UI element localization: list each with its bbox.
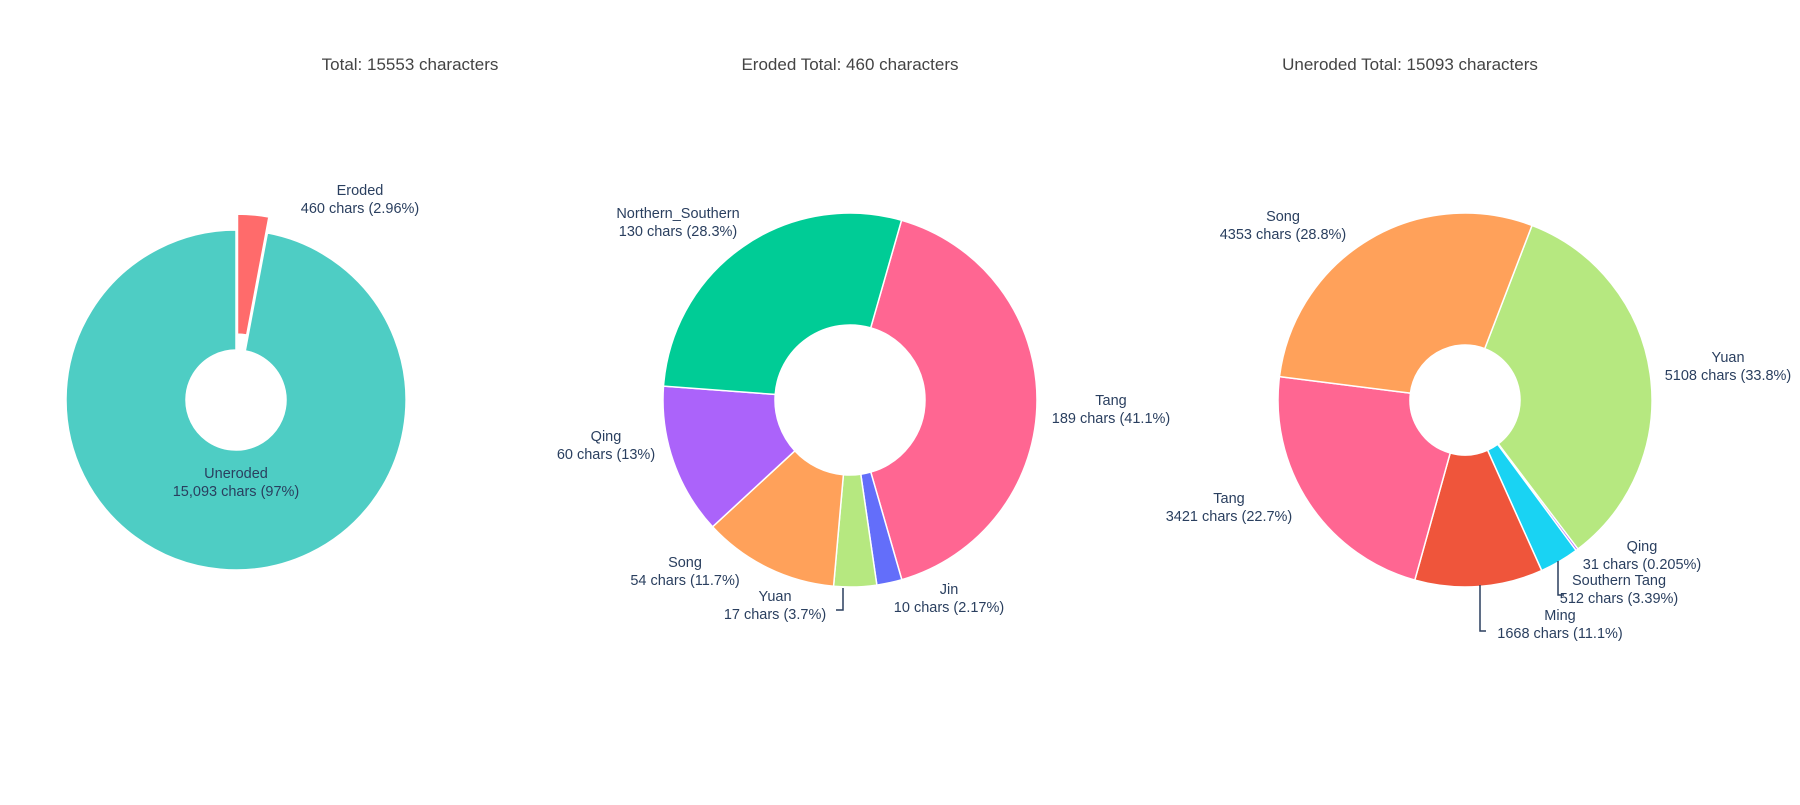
label-leader-line bbox=[836, 588, 844, 611]
pie-eroded: Eroded Total: 460 characters Tang 189 char… bbox=[557, 55, 1170, 623]
slice-label-jin: Jin bbox=[940, 582, 959, 598]
slice-value-song: 54 chars (11.7%) bbox=[630, 573, 739, 589]
slice-value-yuan: 5108 chars (33.8%) bbox=[1665, 368, 1792, 384]
label-leader-line bbox=[1557, 561, 1564, 596]
pie-slice-song[interactable] bbox=[1278, 212, 1533, 394]
pie-slice-ming[interactable] bbox=[1413, 449, 1543, 588]
slice-value-tang: 3421 chars (22.7%) bbox=[1166, 509, 1293, 525]
slice-label-uneroded: Uneroded bbox=[204, 466, 268, 482]
label-leader-line bbox=[1479, 585, 1486, 632]
slice-label-song: Song bbox=[1266, 209, 1300, 225]
pie-slice-tang[interactable] bbox=[869, 219, 1038, 581]
pie-total: Total: 15553 characters Eroded 460 chars (… bbox=[65, 55, 499, 571]
chart-title: Uneroded Total: 15093 characters bbox=[1282, 55, 1538, 74]
slice-label-yuan: Yuan bbox=[1711, 350, 1744, 366]
slice-label-yuan: Yuan bbox=[758, 589, 791, 605]
chart-title: Total: 15553 characters bbox=[322, 55, 499, 74]
pie-slice-song[interactable] bbox=[711, 449, 845, 588]
slice-label-song: Song bbox=[668, 555, 702, 571]
pie-slice-uneroded[interactable] bbox=[65, 229, 407, 571]
pie-slice-yuan[interactable] bbox=[1483, 224, 1653, 551]
pie-slice-northern-southern[interactable] bbox=[662, 212, 903, 396]
pie-slice-tang[interactable] bbox=[1277, 375, 1452, 582]
slice-value-ming: 1668 chars (11.1%) bbox=[1497, 626, 1622, 642]
slice-label-qing: Qing bbox=[591, 429, 622, 445]
slice-value-qing: 31 chars (0.205%) bbox=[1583, 557, 1701, 573]
slice-value-eroded: 460 chars (2.96%) bbox=[301, 201, 419, 217]
slice-label-ming: Ming bbox=[1544, 608, 1575, 624]
slice-label-tang: Tang bbox=[1213, 491, 1244, 507]
pie-uneroded: Uneroded Total: 15093 characters Yuan 5108… bbox=[1166, 55, 1792, 642]
slice-value-southern-tang: 512 chars (3.39%) bbox=[1560, 591, 1678, 607]
slice-value-jin: 10 chars (2.17%) bbox=[894, 600, 1004, 616]
slice-label-eroded: Eroded bbox=[337, 183, 384, 199]
pie-slice-eroded[interactable] bbox=[236, 213, 270, 336]
slice-value-northern-southern: 130 chars (28.3%) bbox=[619, 224, 737, 240]
slice-label-southern-tang: Southern Tang bbox=[1572, 573, 1666, 589]
chart-title: Eroded Total: 460 characters bbox=[741, 55, 958, 74]
slice-label-qing: Qing bbox=[1627, 539, 1658, 555]
slice-value-yuan: 17 chars (3.7%) bbox=[724, 607, 826, 623]
slice-label-northern-southern: Northern_Southern bbox=[616, 206, 739, 222]
slice-value-tang: 189 chars (41.1%) bbox=[1052, 411, 1170, 427]
slice-value-song: 4353 chars (28.8%) bbox=[1220, 227, 1347, 243]
pie-slice-qing[interactable] bbox=[662, 385, 796, 528]
slice-value-uneroded: 15,093 chars (97%) bbox=[173, 484, 300, 500]
slice-value-qing: 60 chars (13%) bbox=[557, 447, 655, 463]
slice-label-tang: Tang bbox=[1095, 393, 1126, 409]
